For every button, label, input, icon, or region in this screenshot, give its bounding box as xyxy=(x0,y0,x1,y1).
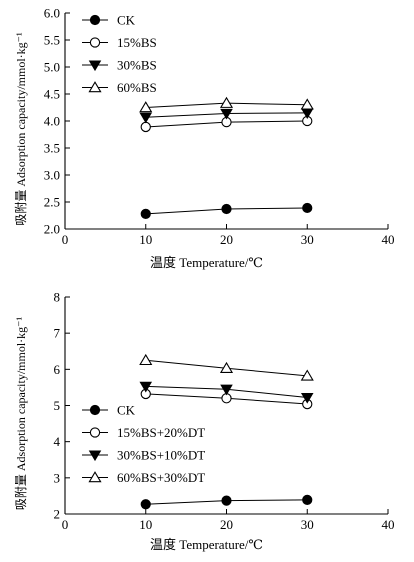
legend-label: 60%BS+30%DT xyxy=(117,470,205,485)
x-tick-label: 30 xyxy=(301,232,314,247)
series-4 xyxy=(139,96,314,113)
x-tick-label: 40 xyxy=(382,517,395,532)
chart-panel-1: 0 10 20 30 40 2.0 2.5 3.0 3.5 4.0 4.5 5.0 5.5 6.0 温度 T… xyxy=(14,6,395,271)
y-tick-label: 2 xyxy=(54,507,61,522)
y-tick-label: 4 xyxy=(54,434,61,449)
data-point xyxy=(220,108,233,120)
series-2 xyxy=(140,115,313,133)
data-point xyxy=(140,121,151,133)
data-point xyxy=(302,494,313,505)
legend-marker xyxy=(89,427,101,438)
chart-panel-2: 0 10 20 30 40 2 3 4 5 6 7 8 温度 Temperature/℃ 吸附量 Adso… xyxy=(14,290,395,553)
y-tick-label: 4.5 xyxy=(44,87,60,102)
legend-label: 30%BS+10%DT xyxy=(117,448,205,463)
y-axis-label: 吸附量 Adsorption capacity/mmol·kg⁻¹ xyxy=(14,316,28,510)
y-tick-label: 6.0 xyxy=(44,6,60,21)
x-axis-label: 温度 Temperature/℃ xyxy=(150,255,263,270)
data-point xyxy=(300,392,314,404)
y-tick-label: 3.0 xyxy=(44,168,60,183)
data-point xyxy=(219,96,234,108)
data-point xyxy=(140,499,151,510)
data-point xyxy=(300,98,314,110)
data-point xyxy=(300,108,314,120)
legend-marker xyxy=(89,14,101,26)
legend-label: 30%BS xyxy=(117,58,157,73)
y-tick-label: 2.0 xyxy=(44,222,60,237)
y-axis-label: 吸附量 Adsorption capacity/mmol·kg⁻¹ xyxy=(14,32,28,226)
data-point xyxy=(220,384,233,396)
x-tick-label: 10 xyxy=(139,232,152,247)
y-tick-label: 5.0 xyxy=(44,60,60,75)
legend-label: CK xyxy=(117,403,136,418)
x-tick-label: 20 xyxy=(220,517,233,532)
x-tick-label: 40 xyxy=(382,232,395,247)
series-1 xyxy=(140,202,313,219)
legend-marker xyxy=(89,37,101,48)
y-tick-label: 5.5 xyxy=(44,33,60,48)
x-tick-label: 20 xyxy=(220,232,233,247)
y-tick-label: 5 xyxy=(54,398,61,413)
data-point xyxy=(140,208,151,219)
data-point xyxy=(139,353,153,366)
series-1 xyxy=(140,494,313,510)
legend: CK 15%BS 30%BS 60%BS xyxy=(82,13,157,95)
x-tick-label: 0 xyxy=(62,517,69,532)
y-tick-label: 7 xyxy=(54,326,61,341)
legend-marker xyxy=(88,450,102,462)
legend-marker xyxy=(88,81,102,93)
data-point xyxy=(221,203,232,215)
x-tick-label: 10 xyxy=(139,517,152,532)
x-tick-label: 30 xyxy=(301,517,314,532)
data-point xyxy=(302,202,313,214)
series-4 xyxy=(139,353,314,381)
data-point xyxy=(139,101,153,113)
series-3 xyxy=(139,108,314,124)
data-point xyxy=(221,495,232,506)
y-tick-label: 6 xyxy=(54,362,61,377)
series-2 xyxy=(140,388,313,410)
legend-label: 15%BS+20%DT xyxy=(117,425,205,440)
data-point xyxy=(219,361,234,373)
series-3 xyxy=(139,381,314,404)
data-point xyxy=(139,381,153,393)
legend-label: 60%BS xyxy=(117,80,157,95)
x-tick-label: 0 xyxy=(62,232,69,247)
y-tick-label: 4.0 xyxy=(44,114,60,129)
legend-marker xyxy=(88,60,102,72)
legend: CK 15%BS+20%DT 30%BS+10%DT 60%BS+30%DT xyxy=(82,403,205,485)
x-axis-label: 温度 Temperature/℃ xyxy=(150,537,263,552)
y-tick-label: 3.5 xyxy=(44,141,60,156)
legend-label: 15%BS xyxy=(117,35,157,50)
legend-label: CK xyxy=(117,13,136,28)
data-point xyxy=(139,112,153,124)
y-tick-label: 3 xyxy=(54,470,61,485)
y-tick-label: 8 xyxy=(54,290,61,305)
data-point xyxy=(300,369,314,381)
legend-marker xyxy=(89,404,101,416)
legend-marker xyxy=(88,471,102,483)
y-tick-label: 2.5 xyxy=(44,195,60,210)
